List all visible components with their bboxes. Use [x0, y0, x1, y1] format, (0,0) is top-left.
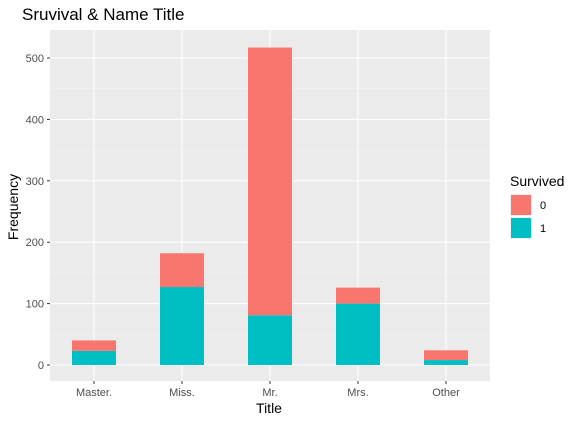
bar-miss-survived-1 [160, 287, 204, 365]
bars [72, 47, 468, 365]
legend-label-survived-0: 0 [540, 200, 546, 212]
bar-other-survived-1 [424, 360, 468, 365]
legend-key-survived-1 [511, 218, 531, 238]
legend-key-survived-0 [511, 195, 531, 215]
y-tick-label: 500 [26, 53, 44, 65]
legend: Survived 0 1 [510, 173, 564, 239]
x-tick-label: Mr. [262, 387, 277, 399]
y-axis-title: Frequency [5, 174, 21, 240]
legend-title: Survived [510, 173, 564, 189]
x-axis: Master. Miss. Mr. Mrs. Other [76, 381, 460, 399]
y-tick-label: 200 [26, 237, 44, 249]
bar-mrs-survived-0 [336, 287, 380, 304]
x-tick-label: Other [432, 387, 460, 399]
bar-mrs-survived-1 [336, 303, 380, 365]
y-tick-label: 100 [26, 299, 44, 311]
y-tick-label: 400 [26, 114, 44, 126]
x-axis-title: Title [256, 400, 282, 416]
y-tick-label: 300 [26, 176, 44, 188]
y-tick-label: 0 [38, 360, 44, 372]
legend-label-survived-1: 1 [540, 223, 546, 235]
x-tick-label: Miss. [169, 387, 195, 399]
x-tick-label: Master. [76, 387, 112, 399]
bar-master-survived-0 [72, 340, 116, 351]
y-axis: 0 100 200 300 400 500 [26, 53, 50, 372]
bar-mr-survived-1 [248, 315, 292, 365]
bar-other-survived-0 [424, 350, 468, 361]
chart-title: Sruvival & Name Title [22, 5, 185, 24]
x-tick-label: Mrs. [347, 387, 368, 399]
bar-miss-survived-0 [160, 253, 204, 288]
bar-master-survived-1 [72, 350, 116, 365]
bar-mr-survived-0 [248, 47, 292, 316]
